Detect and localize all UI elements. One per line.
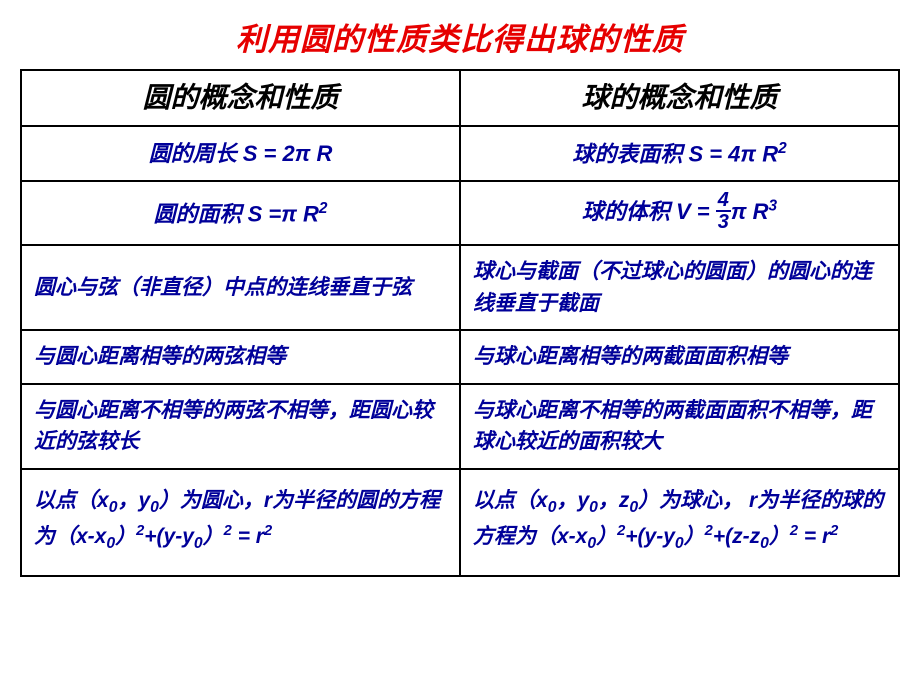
table-header-row: 圆的概念和性质 球的概念和性质 — [21, 70, 899, 126]
circle-unequal-chords: 与圆心距离不相等的两弦不相等，距圆心较近的弦较长 — [21, 384, 460, 469]
exponent: 2 — [830, 523, 838, 539]
formula-text: π R — [731, 199, 769, 224]
eq-text: ，z — [598, 489, 630, 512]
eq-text: ，y — [556, 489, 589, 512]
subscript: 0 — [629, 499, 638, 516]
exponent: 2 — [264, 523, 272, 539]
eq-text: +(y-y — [144, 525, 194, 548]
sphere-equation: 以点（x0，y0，z0）为球心， r为半径的球的方程为（x-x0）2+(y-y0… — [460, 469, 899, 576]
table-row: 以点（x0，y0）为圆心，r为半径的圆的方程为（x-x0）2+(y-y0）2 =… — [21, 469, 899, 576]
subscript: 0 — [194, 535, 203, 552]
formula-text: 球的表面积 S = 4π R — [572, 141, 778, 166]
circle-area: 圆的面积 S =π R2 — [21, 181, 460, 245]
formula-text: 球的体积 V = — [582, 199, 716, 224]
eq-text: ） — [115, 525, 136, 548]
exponent: 2 — [224, 523, 232, 539]
exponent: 2 — [778, 140, 787, 157]
formula-text: 圆的周长 S = 2π R — [149, 141, 333, 166]
table-row: 圆的面积 S =π R2 球的体积 V = 43π R3 — [21, 181, 899, 245]
sphere-equal-sections: 与球心距离相等的两截面面积相等 — [460, 330, 899, 384]
circle-perimeter: 圆的周长 S = 2π R — [21, 126, 460, 181]
exponent: 2 — [705, 523, 713, 539]
sphere-unequal-sections: 与球心距离不相等的两截面面积不相等，距球心较近的面积较大 — [460, 384, 899, 469]
eq-text: 以点（x — [473, 489, 548, 512]
formula-text: 圆的面积 S =π R — [154, 201, 319, 226]
sphere-section-property: 球心与截面（不过球心的圆面）的圆心的连线垂直于截面 — [460, 245, 899, 330]
header-circle: 圆的概念和性质 — [21, 70, 460, 126]
sphere-volume: 球的体积 V = 43π R3 — [460, 181, 899, 245]
eq-text: ） — [203, 525, 224, 548]
eq-text: ） — [596, 525, 617, 548]
exponent: 2 — [319, 200, 328, 217]
circle-chord-property: 圆心与弦（非直径）中点的连线垂直于弦 — [21, 245, 460, 330]
table-row: 与圆心距离不相等的两弦不相等，距圆心较近的弦较长 与球心距离不相等的两截面面积不… — [21, 384, 899, 469]
subscript: 0 — [760, 535, 769, 552]
eq-text: ） — [769, 525, 790, 548]
eq-text: +(z-z — [713, 525, 760, 548]
denominator: 3 — [716, 212, 731, 232]
eq-text: = r — [238, 525, 264, 548]
eq-text: +(y-y — [625, 525, 675, 548]
eq-text: ，y — [117, 489, 150, 512]
exponent: 3 — [769, 198, 778, 215]
subscript: 0 — [106, 535, 115, 552]
subscript: 0 — [150, 499, 159, 516]
table-row: 与圆心距离相等的两弦相等 与球心距离相等的两截面面积相等 — [21, 330, 899, 384]
circle-equal-chords: 与圆心距离相等的两弦相等 — [21, 330, 460, 384]
fraction: 43 — [716, 190, 731, 232]
eq-text: 以点（x — [34, 489, 109, 512]
eq-text: ） — [684, 525, 705, 548]
sphere-surface-area: 球的表面积 S = 4π R2 — [460, 126, 899, 181]
subscript: 0 — [675, 535, 684, 552]
table-row: 圆的周长 S = 2π R 球的表面积 S = 4π R2 — [21, 126, 899, 181]
eq-text: = r — [804, 525, 830, 548]
numerator: 4 — [716, 190, 731, 212]
page-title: 利用圆的性质类比得出球的性质 — [20, 14, 900, 59]
comparison-table: 圆的概念和性质 球的概念和性质 圆的周长 S = 2π R 球的表面积 S = … — [20, 69, 900, 577]
table-row: 圆心与弦（非直径）中点的连线垂直于弦 球心与截面（不过球心的圆面）的圆心的连线垂… — [21, 245, 899, 330]
exponent: 2 — [790, 523, 798, 539]
circle-equation: 以点（x0，y0）为圆心，r为半径的圆的方程为（x-x0）2+(y-y0）2 =… — [21, 469, 460, 576]
subscript: 0 — [589, 499, 598, 516]
subscript: 0 — [587, 535, 596, 552]
header-sphere: 球的概念和性质 — [460, 70, 899, 126]
